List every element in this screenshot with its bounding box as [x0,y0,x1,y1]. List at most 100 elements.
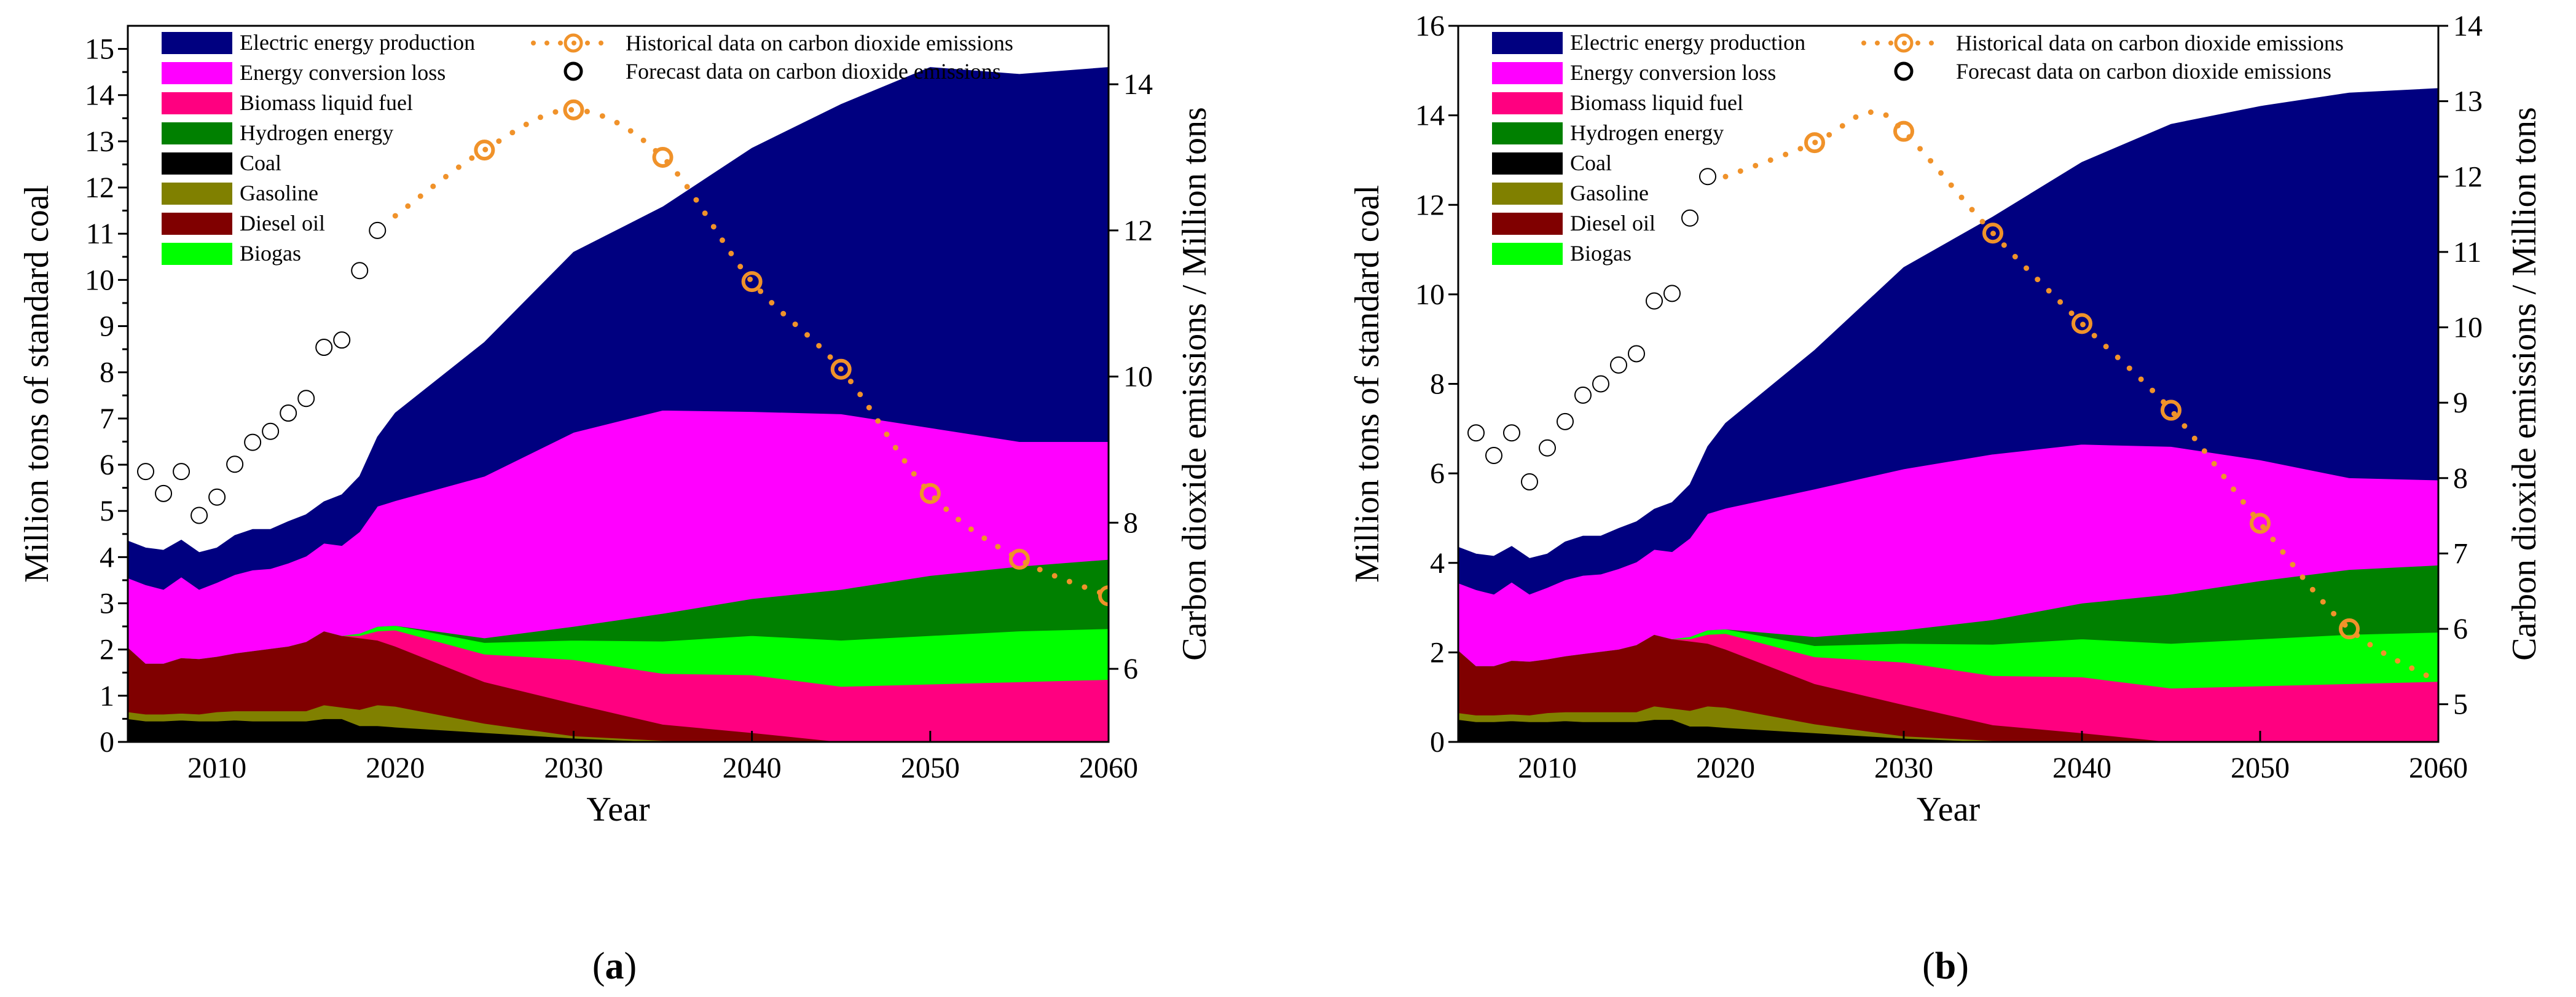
panel-a-legend-swatch-diesel [162,213,232,235]
panel-b-y2-tick-label: 7 [2453,537,2468,570]
panel-b-historical-point-2055 [2339,618,2360,640]
panel-a-y-tick-label: 15 [85,33,114,66]
panel-b-x-tick-label: 2050 [2231,752,2290,784]
panel-a-legend-label-forecast: Forecast data on carbon dioxide emission… [626,59,1001,84]
panel-a-y2-tick-label: 6 [1123,653,1138,685]
panel-a-historical-point-2050 [919,483,941,504]
panel-b-x-tick-label: 2020 [1696,752,1755,784]
panel-a-legend-marker-historical [564,33,583,53]
panel-b-forecast-point-2014 [1610,356,1627,374]
panel-b-legend-label-conversion: Energy conversion loss [1570,60,1776,85]
panel-a-forecast-point-2007 [155,484,173,502]
panel-a-forecast-point-2009 [190,506,208,524]
panel-b-y2-tick-label: 8 [2453,462,2468,495]
panel-b-forecast-point-2016 [1646,292,1663,310]
panel-a-y-tick-label: 4 [100,541,114,573]
panel-b-x-tick-label: 2060 [2409,752,2468,784]
panel-a-legend-label-hydrogen: Hydrogen energy [240,120,393,145]
panel-a-forecast-point-2010 [208,488,226,506]
panel-b-legend: Electric energy production Energy convers… [1492,30,2344,266]
panel-a-x-axis-title: Year [586,790,650,829]
panel-a-historical-emissions-line [392,107,1109,599]
panel-b-forecast-point-2011 [1557,412,1574,430]
panel-a-forecast-point-2011 [226,455,244,473]
panel-b-y2-tick-label: 6 [2453,613,2468,645]
panel-b-x-tick-label: 2040 [2052,752,2111,784]
panel-a-forecast-point-2006 [137,463,155,481]
panel-b: 2010 2020 2030 2040 2050 2060 0 2 4 6 8 10 12 14 16 5 6 7… [1348,10,2543,829]
panel-b-forecast-point-2019 [1699,168,1716,186]
panel-a-legend-swatch-hydrogen [162,122,232,144]
panel-b-historical-point-2040 [2071,313,2092,334]
panel-a-legend: Electric energy production Energy convers… [162,30,1013,266]
panel-b-historical-point-2035 [1982,223,2003,244]
panel-b-historical-emissions-line [1722,109,2438,685]
panel-a-historical-point-2035 [652,146,673,168]
panel-b-y-tick-label: 16 [1415,10,1445,42]
panel-a-legend-swatch-coal [162,152,232,175]
panel-b-x-axis-title: Year [1917,790,1981,829]
panel-a: 2010 2020 2030 2040 2050 20600123456789101112… [18,25,1214,829]
panel-a-y-tick-label: 1 [100,680,114,712]
panel-b-y-tick-label: 14 [1415,100,1445,132]
panel-b-forecast-point-2012 [1574,386,1592,404]
panel-b-legend-marker-forecast [1894,61,1914,81]
panel-a-y-tick-label: 10 [85,264,114,296]
panel-a-legend-label-biogas: Biogas [240,241,301,266]
panel-a-legend-label-coal: Coal [240,151,281,175]
panel-a-y2-tick-label: 12 [1123,215,1153,247]
panel-a-y2-tick-label: 10 [1123,361,1153,393]
panel-a-legend-swatch-biogas [162,243,232,265]
panel-b-legend-swatch-diesel [1492,213,1563,235]
panel-b-y2-tick-label: 12 [2453,160,2483,193]
panel-a-forecast-point-2012 [244,433,262,451]
panel-b-historical-point-2025 [1804,132,1825,154]
panel-b-forecast-point-2015 [1628,345,1645,363]
panel-a-y-tick-label: 14 [85,79,114,112]
panel-a-legend-marker-forecast [564,61,583,81]
panel-b-legend-label-biomass: Biomass liquid fuel [1570,90,1743,115]
panel-a-x-tick-label: 2060 [1079,752,1138,784]
panel-b-plot-area [1458,88,2438,742]
panel-a-forecast-point-2008 [173,463,190,481]
panel-a-y-tick-label: 12 [85,171,114,204]
panel-b-historical-point-2050 [2250,513,2271,534]
panel-a-historical-point-2040 [741,271,763,293]
panel-b-legend-label-electric: Electric energy production [1570,30,1805,55]
panel-a-forecast-point-2016 [315,339,333,357]
panel-a-legend-label-electric: Electric energy production [240,30,475,55]
panel-a-legend-swatch-electric [162,32,232,54]
panel-b-forecast-point-2013 [1592,375,1609,393]
panel-b-x-tick-label: 2010 [1518,752,1577,784]
panel-a-y-tick-label: 9 [100,310,114,343]
panel-b-caption: (b) [1922,945,1969,987]
panel-a-legend-swatch-gasoline [162,183,232,205]
panel-b-legend-label-biogas: Biogas [1570,241,1632,266]
panel-a-y-tick-label: 0 [100,726,114,759]
panel-a-legend-label-diesel: Diesel oil [240,211,325,235]
panel-a-x-tick-label: 2040 [723,752,782,784]
panel-b-y2-tick-label: 5 [2453,688,2468,721]
panel-b-y2-tick-label: 11 [2453,236,2481,269]
panel-a-legend-label-historical: Historical data on carbon dioxide emissi… [626,31,1013,55]
panel-b-legend-label-hydrogen: Hydrogen energy [1570,120,1724,145]
panel-b-historical-point-2030 [1893,120,1914,142]
panel-b-area-electric [1458,88,2438,595]
panel-b-legend-swatch-coal [1492,152,1563,175]
panel-b-forecast-point-2007 [1485,447,1502,464]
panel-a-y2-tick-label: 14 [1123,68,1153,101]
panel-b-forecast-point-2010 [1539,439,1556,457]
panel-b-legend-swatch-biogas [1492,243,1563,265]
panel-b-y-axis-title: Million tons of standard coal [1348,185,1386,583]
panel-a-area-electric [128,67,1109,590]
panel-a-historical-point-2055 [1008,548,1030,570]
panel-a-y2-tick-label: 8 [1123,506,1138,539]
panel-b-x-tick-label: 2030 [1874,752,1933,784]
panel-a-y-tick-label: 6 [100,449,114,481]
panel-a-x-tick-label: 2020 [366,752,425,784]
panel-a-historical-point-2060 [1098,585,1109,607]
panel-b-legend-label-diesel: Diesel oil [1570,211,1655,235]
panel-a-plot-area [128,67,1109,742]
panel-a-legend-label-biomass: Biomass liquid fuel [240,90,413,115]
